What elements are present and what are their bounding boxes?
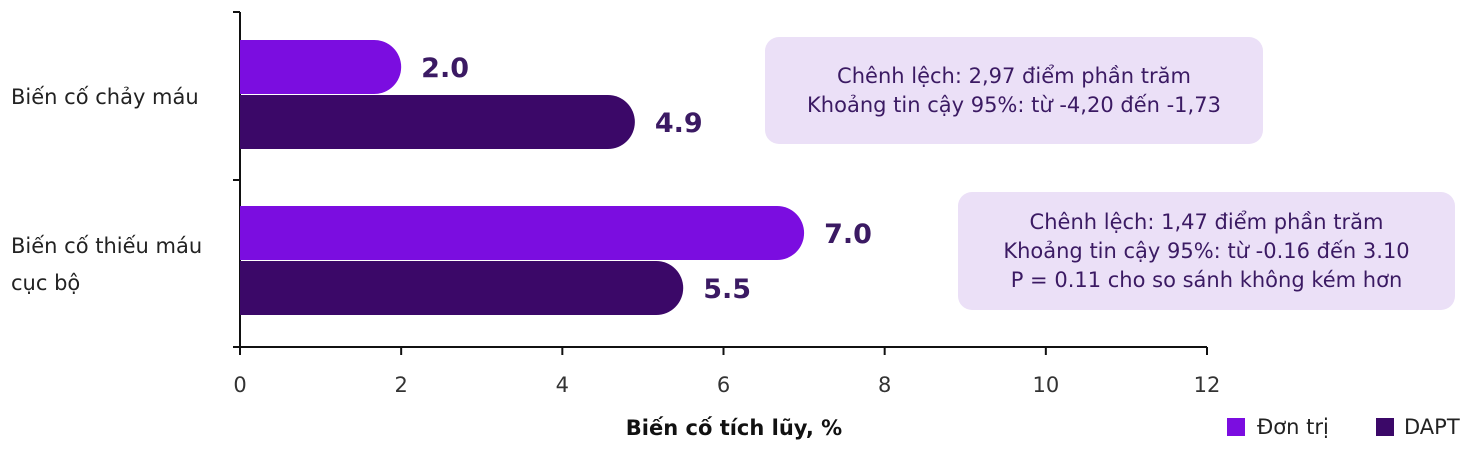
legend-swatch-don-tri	[1227, 418, 1245, 436]
x-tick-label: 2	[394, 373, 407, 397]
annotation-line: P = 0.11 cho so sánh không kém hơn	[1010, 267, 1403, 292]
bar-dapt	[240, 261, 684, 315]
x-tick-label: 8	[878, 373, 891, 397]
annotation-line: Khoảng tin cậy 95%: từ -4,20 đến -1,73	[807, 92, 1221, 117]
legend-label-don-tri: Đơn trị	[1257, 415, 1329, 439]
legend-swatch-dapt	[1376, 418, 1394, 436]
x-tick-label: 4	[556, 373, 569, 397]
x-tick-label: 0	[233, 373, 246, 397]
bar-don-tri	[240, 40, 402, 94]
bar-value-label: 2.0	[421, 53, 469, 84]
annotation-ischemic: Chênh lệch: 1,47 điểm phần trăm Khoảng t…	[958, 192, 1455, 310]
bar-dapt	[240, 95, 635, 149]
bar-don-tri	[240, 206, 805, 260]
category-label: Biến cố thiếu máu	[11, 234, 202, 258]
annotation-line: Chênh lệch: 2,97 điểm phần trăm	[837, 63, 1191, 88]
annotation-line: Khoảng tin cậy 95%: từ -0.16 đến 3.10	[1003, 238, 1410, 263]
annotation-bleeding: Chênh lệch: 2,97 điểm phần trăm Khoảng t…	[765, 37, 1263, 144]
x-axis-title: Biến cố tích lũy, %	[626, 416, 842, 440]
category-label: cục bộ	[11, 271, 80, 295]
bars	[240, 40, 805, 315]
bar-value-label: 4.9	[655, 108, 703, 139]
labels: 0 2 4 6 8 10 12 Biến cố chảy máu Biến cố thiếu m…	[11, 53, 1220, 397]
legend-label-dapt: DAPT	[1404, 415, 1460, 439]
category-label: Biến cố chảy máu	[11, 85, 199, 109]
annotation-line: Chênh lệch: 1,47 điểm phần trăm	[1029, 209, 1384, 234]
bar-value-label: 7.0	[824, 219, 872, 250]
x-tick-label: 6	[717, 373, 730, 397]
x-tick-label: 12	[1194, 373, 1221, 397]
bar-value-label: 5.5	[703, 274, 751, 305]
x-tick-label: 10	[1032, 373, 1059, 397]
legend: Đơn trị DAPT	[1227, 415, 1460, 439]
